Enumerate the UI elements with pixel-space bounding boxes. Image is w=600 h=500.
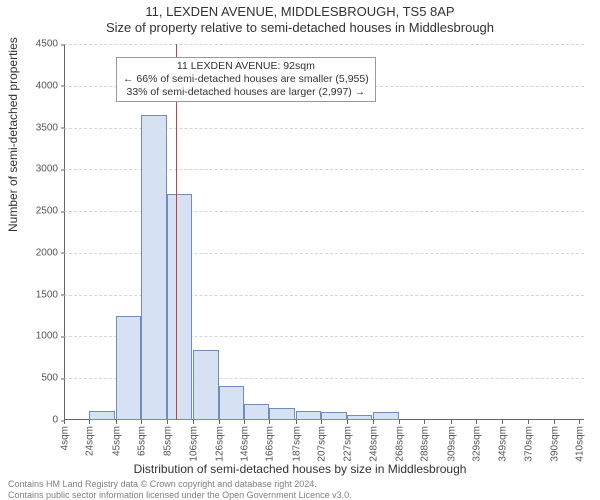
footer-line: Contains HM Land Registry data © Crown c…: [8, 479, 352, 489]
x-tick-mark: [219, 420, 220, 424]
y-tick-label: 2000: [18, 247, 64, 258]
x-tick-label: 288sqm: [418, 426, 431, 462]
annotation-box: 11 LEXDEN AVENUE: 92sqm ← 66% of semi-de…: [116, 57, 376, 102]
x-tick-mark: [269, 420, 270, 424]
x-tick-label: 370sqm: [522, 426, 535, 462]
x-tick-label: 309sqm: [444, 426, 457, 462]
x-tick-mark: [347, 420, 348, 424]
y-tick-label: 500: [18, 373, 64, 384]
x-tick-mark: [296, 420, 297, 424]
x-tick-mark: [193, 420, 194, 424]
y-tick-label: 4000: [18, 80, 64, 91]
x-tick-label: 4sqm: [58, 426, 71, 450]
annotation-line: 33% of semi-detached houses are larger (…: [123, 86, 369, 99]
footer-line: Contains public sector information licen…: [8, 490, 352, 500]
annotation-line: 11 LEXDEN AVENUE: 92sqm: [123, 60, 369, 73]
x-tick-label: 207sqm: [315, 426, 328, 462]
x-tick-mark: [579, 420, 580, 424]
histogram-bar: [321, 412, 346, 420]
x-tick-mark: [399, 420, 400, 424]
x-tick-label: 390sqm: [547, 426, 560, 462]
chart-container: 11, LEXDEN AVENUE, MIDDLESBROUGH, TS5 8A…: [0, 0, 600, 500]
x-tick-mark: [167, 420, 168, 424]
x-tick-mark: [373, 420, 374, 424]
x-tick-label: 65sqm: [135, 426, 148, 456]
x-tick-mark: [64, 420, 65, 424]
histogram-bar: [141, 115, 166, 420]
histogram-bar: [193, 350, 218, 420]
chart-subtitle: Size of property relative to semi-detach…: [0, 20, 600, 37]
x-tick-label: 106sqm: [187, 426, 200, 462]
x-tick-mark: [116, 420, 117, 424]
x-tick-label: 248sqm: [367, 426, 380, 462]
x-tick-mark: [476, 420, 477, 424]
x-tick-label: 126sqm: [212, 426, 225, 462]
x-tick-mark: [244, 420, 245, 424]
y-tick-label: 3500: [18, 122, 64, 133]
gridline-h: [64, 44, 584, 45]
histogram-bar: [347, 415, 372, 420]
x-tick-mark: [141, 420, 142, 424]
x-tick-label: 85sqm: [160, 426, 173, 456]
x-tick-mark: [502, 420, 503, 424]
x-tick-mark: [321, 420, 322, 424]
annotation-line: ← 66% of semi-detached houses are smalle…: [123, 73, 369, 86]
histogram-bar: [167, 194, 192, 420]
histogram-bar: [244, 404, 269, 420]
footer-attribution: Contains HM Land Registry data © Crown c…: [8, 479, 352, 500]
y-axis-label: Number of semi-detached properties: [6, 37, 20, 232]
x-tick-label: 24sqm: [83, 426, 96, 456]
x-tick-mark: [424, 420, 425, 424]
y-tick-label: 4500: [18, 39, 64, 50]
x-tick-mark: [89, 420, 90, 424]
histogram-bar: [219, 386, 244, 420]
x-tick-label: 45sqm: [110, 426, 123, 456]
plot-area: 0500100015002000250030003500400045004sqm…: [64, 44, 584, 420]
x-tick-mark: [554, 420, 555, 424]
x-tick-label: 146sqm: [238, 426, 251, 462]
x-tick-label: 268sqm: [392, 426, 405, 462]
x-tick-label: 329sqm: [470, 426, 483, 462]
histogram-bar: [269, 408, 294, 420]
x-tick-label: 349sqm: [495, 426, 508, 462]
histogram-bar: [296, 411, 321, 420]
title-block: 11, LEXDEN AVENUE, MIDDLESBROUGH, TS5 8A…: [0, 0, 600, 36]
x-tick-label: 227sqm: [340, 426, 353, 462]
histogram-bar: [116, 316, 141, 420]
x-tick-mark: [528, 420, 529, 424]
histogram-bar: [89, 411, 114, 420]
x-axis-label: Distribution of semi-detached houses by …: [0, 462, 600, 476]
y-tick-label: 0: [18, 415, 64, 426]
y-tick-label: 1000: [18, 331, 64, 342]
y-tick-label: 1500: [18, 289, 64, 300]
y-tick-label: 2500: [18, 206, 64, 217]
y-tick-label: 3000: [18, 164, 64, 175]
histogram-bar: [373, 412, 398, 420]
x-tick-mark: [451, 420, 452, 424]
x-tick-label: 410sqm: [572, 426, 585, 462]
x-tick-label: 166sqm: [263, 426, 276, 462]
chart-address-title: 11, LEXDEN AVENUE, MIDDLESBROUGH, TS5 8A…: [0, 4, 600, 20]
x-tick-label: 187sqm: [290, 426, 303, 462]
